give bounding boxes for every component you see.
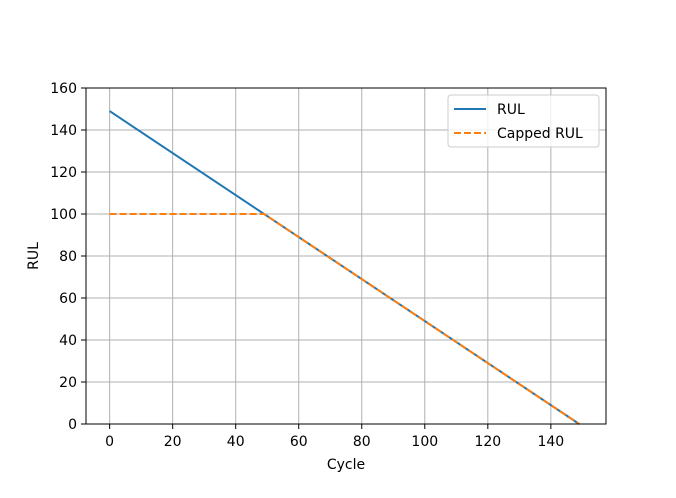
x-tick-label: 60: [290, 434, 308, 450]
y-tick-label: 140: [50, 123, 77, 139]
y-axis: 0 20 40 60 80 100 120 140 160: [50, 81, 86, 433]
x-tick-label: 20: [164, 434, 182, 450]
x-axis-label: Cycle: [327, 457, 365, 473]
y-tick-label: 40: [59, 333, 77, 349]
y-tick-label: 60: [59, 291, 77, 307]
series-lines: [109, 110, 580, 425]
legend-label-rul: RUL: [497, 102, 525, 118]
x-axis: 0 20 40 60 80 100 120 140: [105, 424, 564, 450]
y-tick-label: 160: [50, 81, 77, 97]
y-tick-label: 80: [59, 249, 77, 265]
y-tick-label: 0: [68, 417, 77, 433]
x-tick-label: 40: [227, 434, 245, 450]
y-tick-label: 120: [50, 165, 77, 181]
x-tick-label: 120: [474, 434, 501, 450]
y-tick-label: 100: [50, 207, 77, 223]
y-axis-label: RUL: [26, 242, 42, 270]
x-tick-label: 80: [353, 434, 371, 450]
x-tick-label: 0: [105, 434, 114, 450]
legend: RUL Capped RUL: [447, 94, 600, 148]
legend-label-capped-rul: Capped RUL: [497, 126, 583, 142]
series-line-capped-rul: [109, 213, 580, 425]
x-tick-label: 140: [537, 434, 564, 450]
x-tick-label: 100: [411, 434, 438, 450]
y-tick-label: 20: [59, 375, 77, 391]
